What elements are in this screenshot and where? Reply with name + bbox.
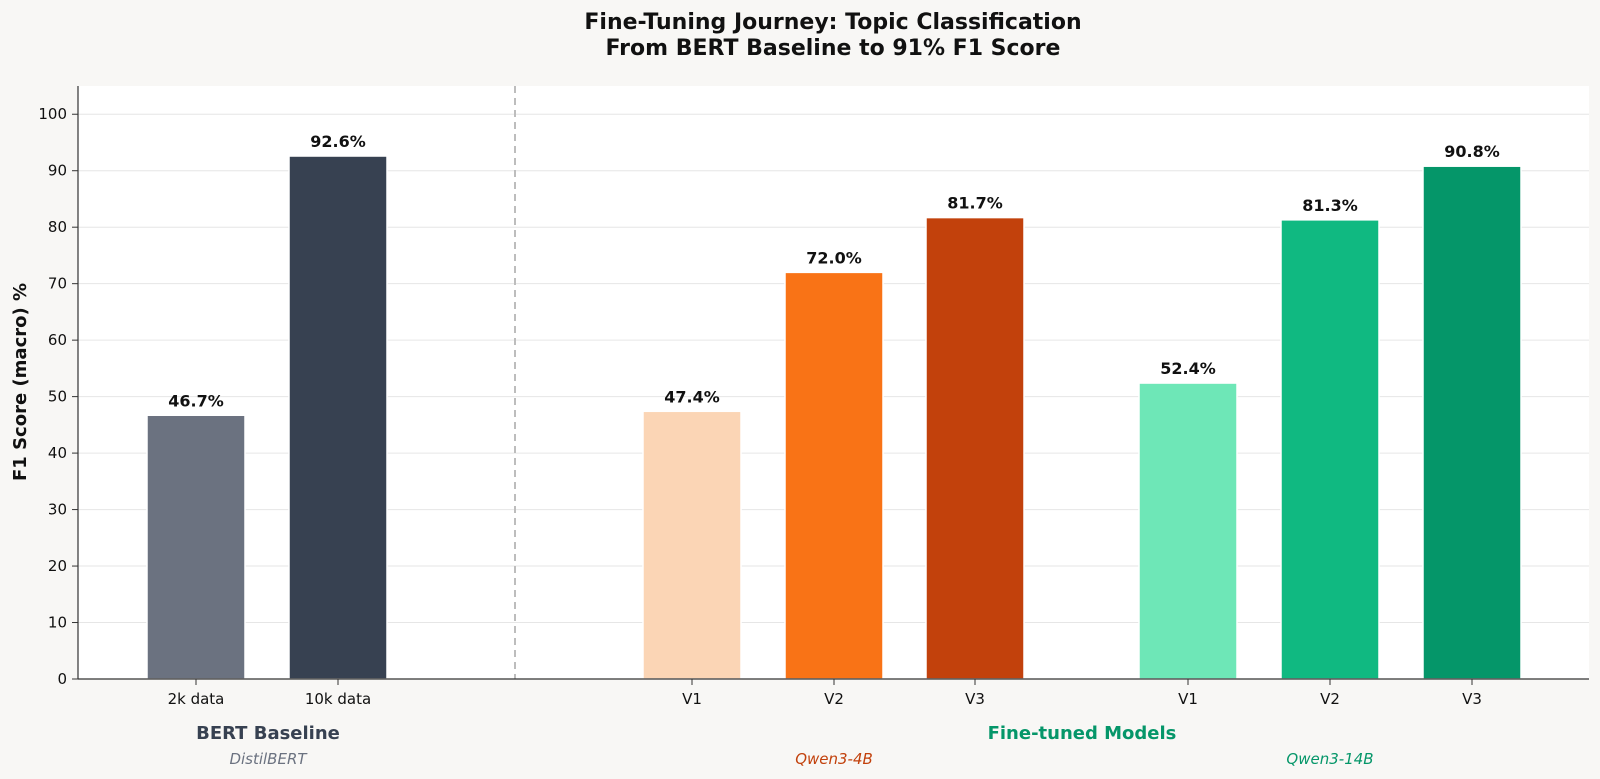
bar-value-label: 81.7% [947,194,1003,213]
x-tick-label: V1 [682,690,702,708]
bars: 46.7% 92.6% 47.4% 72.0% 81.7% 52.4% 81.3% 90.8% [146,132,1522,680]
bar [925,216,1025,680]
y-tick-label: 100 [38,105,67,123]
bar-value-label: 52.4% [1160,359,1216,378]
bar [642,410,742,680]
y-tick-label: 20 [48,557,67,575]
bar-value-label: 72.0% [806,248,862,267]
bar [288,155,388,680]
bar-value-label: 46.7% [168,391,224,410]
y-axis-title: F1 Score (macro) % [10,283,31,481]
y-tick-label: 60 [48,331,67,349]
y-tick-label: 70 [48,275,67,293]
x-tick-label: V2 [1320,690,1340,708]
bar-value-label: 90.8% [1444,142,1500,161]
chart-title-line-2: From BERT Baseline to 91% F1 Score [606,36,1061,61]
y-tick-label: 50 [48,388,67,406]
bar [146,414,246,680]
y-tick-label: 10 [48,614,67,632]
group-labels: BERT Baseline DistilBERT Qwen3-4B Qwen3-14B… [196,723,1373,768]
y-tick-label: 40 [48,444,67,462]
y-axis-ticks: 0 10 20 30 40 50 60 70 80 90 100 [38,105,78,688]
section-label-fine-tuned: Fine-tuned Models [988,723,1177,744]
bar-value-label: 47.4% [664,387,720,406]
bar [784,271,884,680]
x-tick-label: 2k data [168,690,225,708]
chart-title-line-1: Fine-Tuning Journey: Topic Classificatio… [584,10,1081,35]
group-sublabel: Qwen3-4B [795,750,873,768]
group-label: BERT Baseline [196,723,340,744]
y-tick-label: 30 [48,501,67,519]
x-tick-label: 10k data [305,690,371,708]
bar [1280,219,1380,680]
x-axis-labels: 2k data 10k data V1 V2 V3 V1 V2 V3 [168,679,1482,708]
x-tick-label: V3 [1462,690,1482,708]
bar [1422,165,1522,680]
bar [1138,382,1238,680]
x-tick-label: V2 [824,690,844,708]
y-tick-label: 80 [48,218,67,236]
bar-value-label: 92.6% [310,132,366,151]
x-tick-label: V3 [965,690,985,708]
group-sublabel: Qwen3-14B [1286,750,1373,768]
bar-value-label: 81.3% [1302,196,1358,215]
y-tick-label: 90 [48,162,67,180]
group-sublabel: DistilBERT [229,750,308,768]
x-tick-label: V1 [1178,690,1198,708]
y-tick-label: 0 [57,670,67,688]
